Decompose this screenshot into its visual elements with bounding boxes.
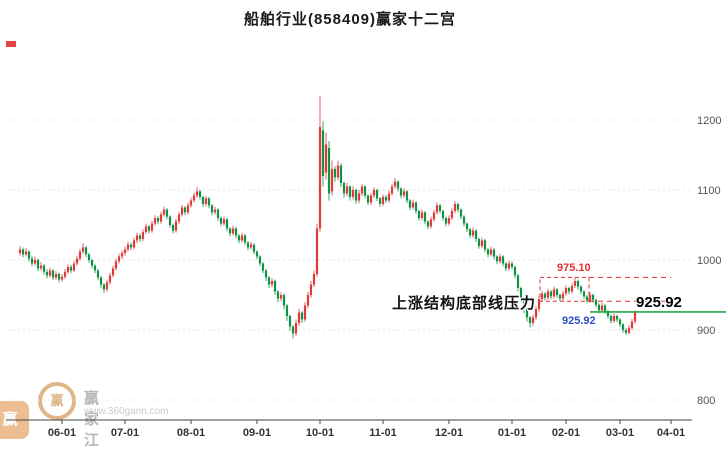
svg-text:1200: 1200	[697, 115, 721, 127]
svg-text:1100: 1100	[697, 185, 721, 197]
svg-text:1000: 1000	[697, 255, 721, 267]
svg-text:02-01: 02-01	[552, 427, 580, 439]
brand-logo-glyph: 赢	[50, 393, 64, 408]
svg-text:09-01: 09-01	[243, 427, 271, 439]
brand-logo-icon: 赢	[38, 382, 76, 420]
svg-text:900: 900	[697, 325, 715, 337]
svg-text:08-01: 08-01	[177, 427, 205, 439]
svg-text:12-01: 12-01	[435, 427, 463, 439]
resistance-price-label: 975.10	[557, 262, 591, 275]
support-price-label-small: 925.92	[562, 314, 596, 327]
svg-text:800: 800	[697, 395, 715, 407]
svg-text:03-01: 03-01	[606, 427, 634, 439]
watermark-brand-text: 赢家江恩软件	[84, 390, 102, 449]
pressure-annotation-text: 上涨结构底部线压力	[392, 294, 537, 312]
left-red-marker	[6, 41, 16, 47]
svg-text:01-01: 01-01	[498, 427, 526, 439]
svg-text:06-01: 06-01	[48, 427, 76, 439]
svg-text:10-01: 10-01	[306, 427, 334, 439]
watermark-url-text: www.360gann.com	[84, 406, 169, 417]
svg-text:11-01: 11-01	[369, 427, 397, 439]
svg-text:07-01: 07-01	[111, 427, 139, 439]
svg-text:04-01: 04-01	[657, 427, 685, 439]
page-title: 船舶行业(858409)赢家十二宫	[243, 11, 457, 28]
support-price-label-bold: 925.92	[636, 293, 682, 311]
